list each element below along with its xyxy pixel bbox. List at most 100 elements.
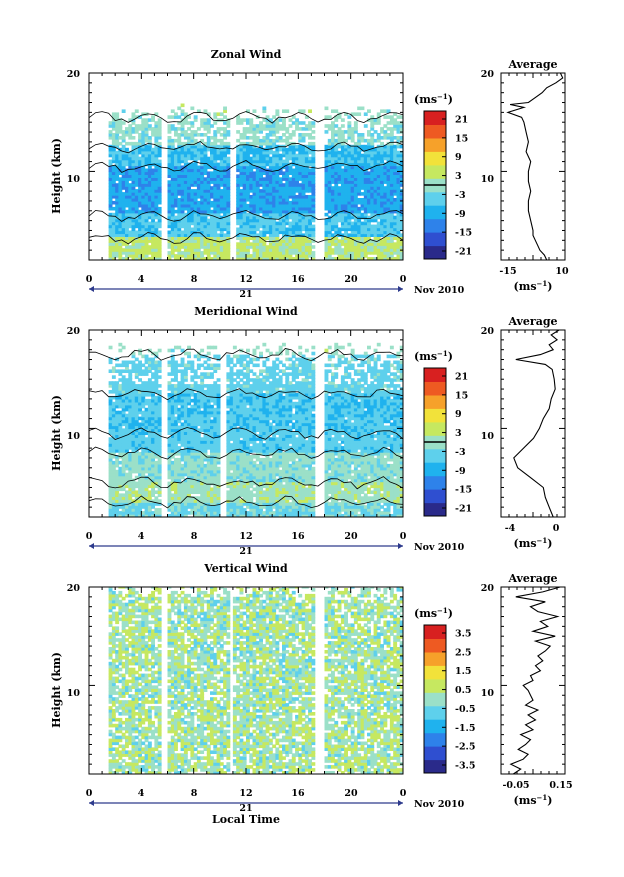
heatmap-cell [187, 352, 191, 356]
average-panel: Average 20 10 -15 10 (ms−1) [481, 58, 569, 293]
colorbar-band [424, 205, 446, 219]
heatmap-cell [364, 124, 368, 128]
heatmap-cell [285, 109, 289, 113]
heatmap-cell [311, 121, 315, 125]
heatmap-cell [354, 121, 358, 125]
x-tick-labels: 0 4 8 12 16 20 0 [86, 274, 407, 285]
heatmap-cell [367, 109, 371, 113]
heatmap-cell [158, 160, 162, 164]
avg-y-tick-10: 10 [481, 174, 495, 185]
heatmap-cell [181, 104, 185, 108]
heatmap-cell [311, 245, 315, 249]
colorbar-band [424, 125, 446, 139]
heatmap-cell [361, 133, 365, 137]
heatmap-cell [158, 375, 162, 379]
heatmap-cell [249, 118, 253, 122]
heatmap-cell [122, 109, 126, 113]
x-tick-label: 12 [239, 274, 252, 285]
y-axis-label: Height (km) [50, 138, 63, 214]
heatmap-cell [262, 107, 266, 111]
heatmap-cell [311, 225, 315, 229]
x-tick-label: 16 [291, 274, 305, 285]
heatmap-cell [158, 390, 162, 394]
avg-y-tick-20: 20 [481, 69, 495, 80]
heatmap-cell [311, 130, 315, 134]
heatmap-cell [132, 136, 136, 140]
heatmap-cell [282, 118, 286, 122]
colorbar-label: -21 [455, 247, 472, 258]
colorbar-label: -3 [455, 190, 466, 201]
heatmap-cell [158, 361, 162, 365]
heatmap-cell [109, 346, 113, 350]
panel-meridional-wind: Meridional Wind 20 10 Height (km) 0 4 8 … [50, 305, 565, 557]
avg-x-tick: -15 [499, 266, 516, 277]
x-tick-label: 4 [138, 274, 145, 285]
colorbar-label: 3 [455, 171, 462, 182]
avg-x-tick: 10 [555, 266, 569, 277]
heatmap-cell [275, 109, 279, 113]
colorbar-band [424, 192, 446, 206]
heatmap-cell [226, 157, 230, 161]
heatmap-cell [194, 115, 198, 119]
heatmap-cell [347, 121, 351, 125]
heatmap-cell [122, 346, 126, 350]
heatmap-cell [361, 107, 365, 111]
heatmap-cell [158, 349, 162, 353]
colorbar-band [424, 111, 446, 125]
heatmap-cell [328, 115, 332, 119]
heatmap-cell [341, 124, 345, 128]
colorbar-label: 15 [455, 133, 468, 144]
heatmap-cell [158, 499, 162, 503]
colorbar-label: 21 [455, 115, 468, 126]
heatmap-cell [226, 130, 230, 134]
heatmap-area [89, 104, 404, 261]
colorbar-label: 9 [455, 152, 462, 163]
heatmap-cell [158, 118, 162, 122]
y-tick-10: 10 [67, 174, 81, 185]
heatmap-cell [135, 109, 139, 113]
heatmap-cell [253, 109, 257, 113]
colorbar-band [424, 151, 446, 165]
colorbar-band [424, 165, 446, 179]
average-line [508, 73, 563, 260]
x-tick-label: 8 [191, 274, 198, 285]
heatmap-area [89, 343, 404, 518]
heatmap-cell [158, 384, 162, 388]
y-tick-20: 20 [67, 69, 81, 80]
colorbar-band [424, 138, 446, 152]
heatmap-cell [311, 251, 315, 255]
colorbar-band [424, 219, 446, 233]
x-tick-label: 20 [344, 274, 358, 285]
heatmap-cell [308, 109, 312, 113]
day-label: 21 [239, 289, 252, 300]
heatmap-cell [190, 107, 194, 111]
day-line: 21 [89, 286, 403, 300]
heatmap-cell [207, 118, 211, 122]
heatmap-cell [158, 207, 162, 211]
heatmap-cell [190, 361, 194, 365]
heatmap-cell [226, 142, 230, 146]
heatmap-cell [115, 112, 119, 116]
panel-zonal-wind: Zonal Wind 20 10 Height (km) 0 4 8 12 16… [50, 48, 569, 300]
colorbar-band [424, 232, 446, 246]
heatmap-cell [302, 109, 306, 113]
colorbar-band [424, 246, 446, 260]
average-title: Average [507, 58, 557, 71]
heatmap-cell [357, 112, 361, 116]
date-label: Nov 2010 [414, 285, 465, 296]
x-tick-label: 0 [86, 274, 93, 285]
heatmap-cell [122, 121, 126, 125]
heatmap-cell [311, 142, 315, 146]
average-series [501, 73, 565, 260]
heatmap-cell [158, 142, 162, 146]
panel-title: Zonal Wind [211, 48, 282, 61]
heatmap-cell [158, 508, 162, 512]
heatmap-cell [341, 118, 345, 122]
unit-label: (ms−1) [414, 92, 453, 106]
heatmap-cell [223, 107, 227, 111]
heatmap-cell [325, 107, 329, 111]
avg-x-label: (ms−1) [513, 279, 552, 293]
heatmap-cell [158, 231, 162, 235]
